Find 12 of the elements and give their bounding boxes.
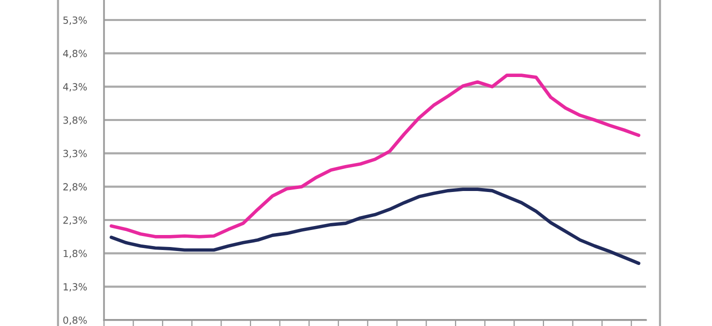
- y-tick-label: 0,8%: [63, 316, 87, 325]
- line-series: [110, 188, 640, 266]
- y-tick-label: 3,3%: [63, 150, 87, 158]
- y-tick-label: 4,3%: [63, 83, 87, 92]
- line-series: [110, 74, 640, 238]
- y-tick-label: 1,3%: [64, 283, 87, 292]
- y-tick-label: 3,8%: [63, 116, 87, 125]
- y-tick-label: 2,3%: [63, 216, 87, 225]
- y-tick-label: 2,8%: [63, 183, 87, 192]
- y-tick-label: 1,8%: [64, 250, 87, 258]
- y-tick-label: 5,3%: [63, 16, 87, 25]
- y-tick-label: 4,8%: [63, 50, 87, 58]
